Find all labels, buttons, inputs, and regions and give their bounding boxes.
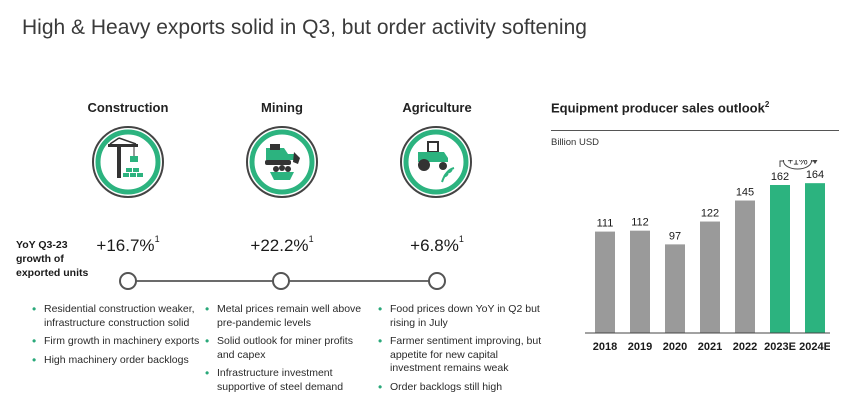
data-label: 164 [806,169,824,181]
chart-title: Equipment producer sales outlook2 [551,100,769,115]
yoy-value-agriculture: +6.8%1 [367,234,507,256]
bar-chart: 111 2018 112 2019 97 2020 122 2021 145 2022 162 202… [585,160,830,353]
annotation-arrow [812,160,818,165]
yoy-growth-label: YoY Q3-23 growth of exported units [16,238,88,280]
timeline-node [272,272,290,290]
bar-2021 [700,221,720,333]
bar-2019 [630,230,650,333]
list-item: Order backlogs still high [376,381,548,395]
yoy-value-mining: +22.2%1 [212,234,352,256]
yoy-label-line: exported units [16,267,89,279]
chart-title-text: Equipment producer sales outlook [551,100,765,116]
timeline-node [119,272,137,290]
x-tick-label: 2022 [733,341,757,353]
list-item: Solid outlook for miner profits and cape… [203,335,373,362]
footnote-marker: 2 [764,100,770,109]
data-label: 122 [701,208,719,220]
bullet-list-construction: Residential construction weaker, infrast… [30,303,200,372]
yoy-label-line: growth of [16,253,64,265]
data-label: 97 [669,230,681,242]
list-item: Metal prices remain well above pre-pande… [203,303,373,330]
x-tick-label: 2024E [799,341,830,353]
x-tick-label: 2018 [593,341,617,353]
bar-2022 [735,200,755,333]
crane-icon [90,124,166,200]
chart-divider [551,130,839,131]
sector-title-agriculture: Agriculture [402,100,472,115]
yoy-value-construction: +16.7%1 [58,234,198,256]
list-item: Food prices down YoY in Q2 but rising in… [376,303,548,330]
timeline-node [428,272,446,290]
bullet-list-mining: Metal prices remain well above pre-pande… [203,303,373,399]
sector-title-mining: Mining [261,100,303,115]
bar-2020 [665,244,685,333]
list-item: High machinery order backlogs [30,354,200,368]
yoy-value-text: +6.8% [410,236,459,255]
list-item: Infrastructure investment supportive of … [203,367,373,394]
bar-2018 [595,231,615,333]
bar-2024E [805,183,825,333]
annotation-text: +1% [787,160,807,167]
bullet-list-agriculture: Food prices down YoY in Q2 but rising in… [376,303,548,399]
data-label: 111 [597,218,614,230]
annotation-badge [783,160,812,170]
yoy-label-line: YoY Q3-23 [16,239,68,251]
footnote-marker: 1 [308,234,314,244]
list-item: Residential construction weaker, infrast… [30,303,200,330]
chart-unit-label: Billion USD [551,137,600,148]
data-label: 112 [631,217,649,229]
list-item: Farmer sentiment improving, but appetite… [376,335,548,376]
bulldozer-icon [244,124,320,200]
yoy-value-text: +16.7% [96,236,155,255]
sector-title-construction: Construction [87,100,169,115]
x-tick-label: 2023E [764,341,796,353]
list-item: Firm growth in machinery exports [30,335,200,349]
bar-2023E [770,184,790,333]
page-title: High & Heavy exports solid in Q3, but or… [22,16,587,39]
footnote-marker: 1 [458,234,464,244]
tractor-icon [398,124,474,200]
x-tick-label: 2021 [698,341,722,353]
data-label: 145 [736,187,754,199]
yoy-value-text: +22.2% [250,236,309,255]
data-label: 162 [771,171,789,183]
footnote-marker: 1 [154,234,160,244]
x-tick-label: 2020 [663,341,687,353]
x-tick-label: 2019 [628,341,652,353]
